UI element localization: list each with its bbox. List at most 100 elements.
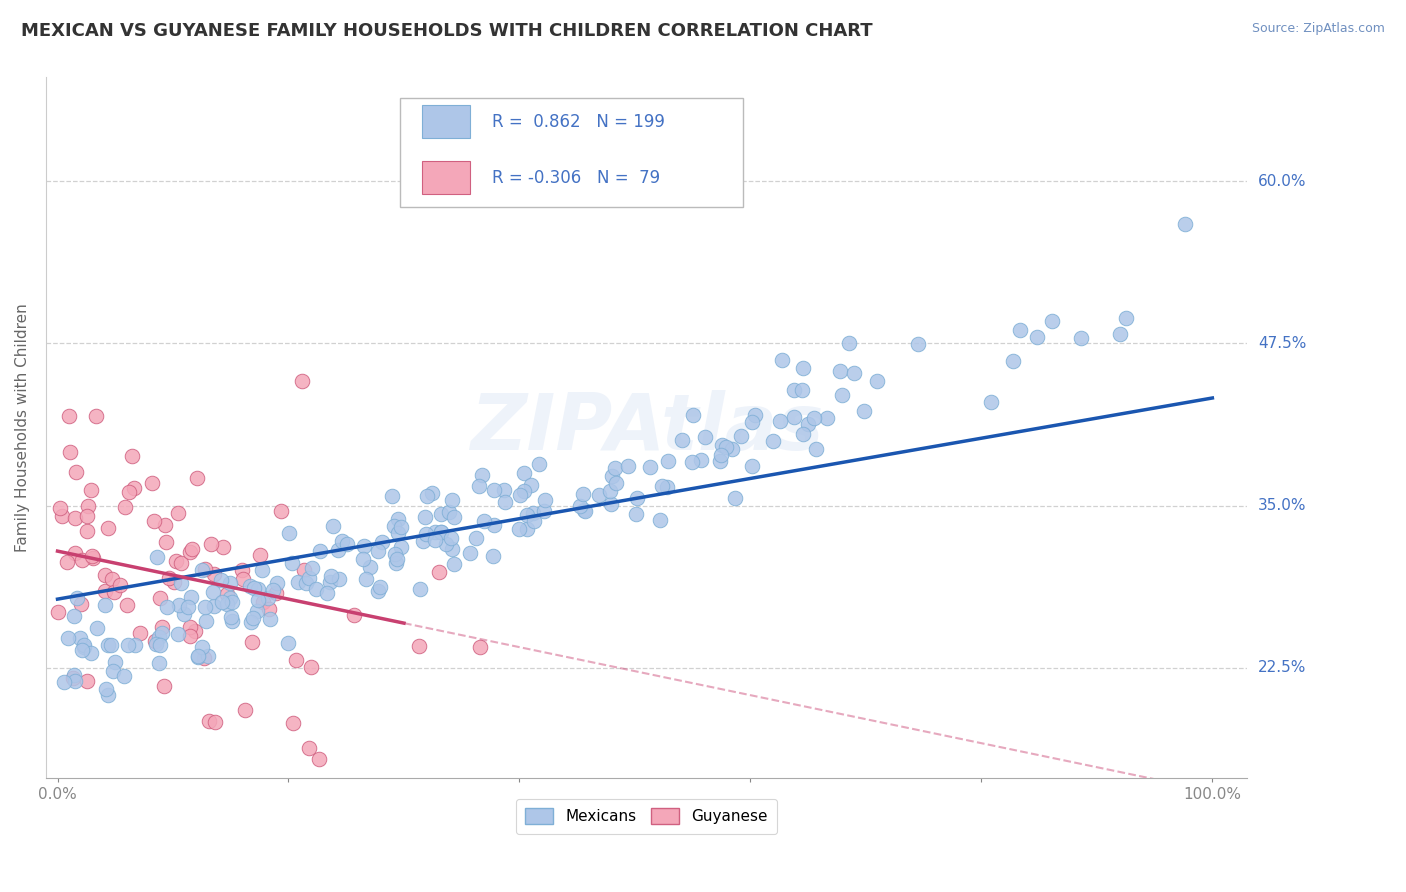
Point <box>80 549 103 564</box>
Point <box>80 483 103 497</box>
Point <box>690 453 713 467</box>
Point <box>1174 217 1197 231</box>
Point <box>284 653 307 667</box>
Point <box>183 624 205 638</box>
Point <box>221 595 243 609</box>
Point <box>163 575 186 590</box>
Point <box>420 486 443 500</box>
Point <box>429 525 451 540</box>
Point <box>533 504 555 518</box>
Point <box>599 484 621 499</box>
Point <box>299 660 322 674</box>
Point <box>523 514 546 528</box>
Point <box>519 478 541 492</box>
Point <box>101 572 124 586</box>
Point <box>58 409 80 423</box>
Point <box>187 648 209 663</box>
Point <box>72 638 94 652</box>
Legend: Mexicans, Guyanese: Mexicans, Guyanese <box>516 798 778 834</box>
Point <box>657 480 679 494</box>
Point <box>494 483 516 497</box>
Point <box>389 520 412 534</box>
Point <box>73 640 96 654</box>
Point <box>62 671 84 685</box>
Point <box>153 518 176 533</box>
Point <box>180 590 202 604</box>
Point <box>354 573 377 587</box>
Point <box>129 626 152 640</box>
Point <box>65 673 87 688</box>
Point <box>155 600 177 615</box>
Point <box>179 629 201 643</box>
Point <box>482 517 505 532</box>
Point <box>142 514 165 528</box>
Point <box>309 544 332 558</box>
Point <box>193 651 215 665</box>
Bar <box>422 161 470 194</box>
Point <box>49 500 72 515</box>
Point <box>143 633 166 648</box>
Point <box>437 505 460 519</box>
Point <box>605 476 627 491</box>
Point <box>529 457 551 471</box>
Point <box>53 674 76 689</box>
Point <box>65 591 87 605</box>
Point <box>387 525 409 540</box>
Point <box>246 592 269 607</box>
Point <box>86 621 108 635</box>
Point <box>257 602 280 616</box>
Point <box>1008 323 1031 337</box>
Point <box>907 337 929 351</box>
Point <box>76 524 98 539</box>
Point <box>415 509 437 524</box>
Point <box>212 540 235 554</box>
Point <box>167 599 190 613</box>
Point <box>281 716 304 731</box>
Text: R =  0.862   N = 199: R = 0.862 N = 199 <box>492 112 665 130</box>
Point <box>434 537 457 551</box>
Point <box>177 599 200 614</box>
Point <box>84 409 107 424</box>
Point <box>465 531 488 545</box>
Point <box>1026 330 1049 344</box>
Point <box>651 479 673 493</box>
Point <box>202 566 225 581</box>
Point <box>319 575 342 590</box>
Point <box>202 599 225 614</box>
Point <box>482 549 505 564</box>
Point <box>359 560 381 574</box>
Point <box>638 460 661 475</box>
Point <box>980 394 1002 409</box>
Point <box>806 442 828 457</box>
Point <box>385 552 408 566</box>
Point <box>76 673 98 688</box>
Point <box>423 524 446 539</box>
Point <box>270 504 292 518</box>
Point <box>516 508 538 523</box>
Point <box>430 507 453 521</box>
Point <box>247 582 270 596</box>
Point <box>381 489 404 503</box>
Point <box>219 576 242 591</box>
Point <box>308 752 330 766</box>
Point <box>458 546 481 560</box>
Point <box>714 440 737 454</box>
Point <box>202 585 225 599</box>
Point <box>114 500 136 515</box>
Point <box>76 499 98 513</box>
Point <box>204 715 226 730</box>
Point <box>389 540 412 554</box>
Point <box>352 552 374 566</box>
Point <box>605 460 627 475</box>
Point <box>382 518 405 533</box>
Point <box>100 638 122 652</box>
Point <box>298 570 321 584</box>
Point <box>65 465 87 479</box>
Point <box>257 591 280 605</box>
Point <box>440 541 463 556</box>
Point <box>191 563 214 577</box>
Point <box>292 563 315 577</box>
Point <box>790 383 813 397</box>
Text: Source: ZipAtlas.com: Source: ZipAtlas.com <box>1251 22 1385 36</box>
Point <box>710 438 733 452</box>
